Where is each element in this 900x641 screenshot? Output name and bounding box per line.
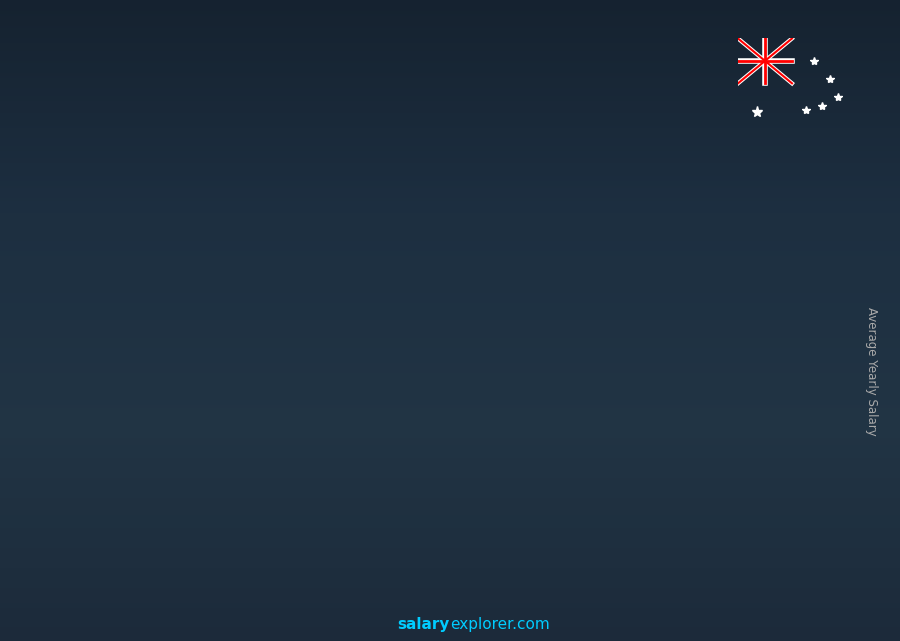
Bar — [595, 263, 662, 564]
Text: salary: salary — [398, 617, 450, 633]
Bar — [80, 434, 147, 564]
Text: Financial Manager: Financial Manager — [4, 126, 175, 145]
Text: +9%: +9% — [531, 215, 577, 233]
Polygon shape — [275, 388, 284, 564]
Text: +34%: +34% — [136, 345, 194, 363]
Text: 244,000 AUD: 244,000 AUD — [432, 266, 516, 279]
Text: +21%: +21% — [396, 235, 454, 253]
Text: 155,000 AUD: 155,000 AUD — [175, 367, 258, 379]
Text: Average Yearly Salary: Average Yearly Salary — [865, 308, 878, 436]
Polygon shape — [662, 263, 670, 564]
Text: 266,000 AUD: 266,000 AUD — [562, 241, 644, 254]
Text: 280,000 AUD: 280,000 AUD — [692, 225, 776, 238]
Bar — [466, 288, 533, 564]
Text: 115,000 AUD: 115,000 AUD — [36, 412, 119, 425]
Bar — [338, 337, 404, 564]
Bar — [724, 247, 790, 564]
Polygon shape — [404, 337, 413, 564]
Text: 201,000 AUD: 201,000 AUD — [303, 315, 387, 328]
Text: +30%: +30% — [267, 287, 325, 305]
Text: explorer.com: explorer.com — [450, 617, 550, 633]
Text: +5%: +5% — [663, 206, 709, 225]
Text: Sydney: Sydney — [4, 154, 78, 172]
Bar — [209, 388, 275, 564]
Polygon shape — [533, 288, 542, 564]
Polygon shape — [147, 434, 156, 564]
Polygon shape — [790, 247, 800, 564]
Text: Salary Comparison By Experience: Salary Comparison By Experience — [4, 89, 503, 115]
